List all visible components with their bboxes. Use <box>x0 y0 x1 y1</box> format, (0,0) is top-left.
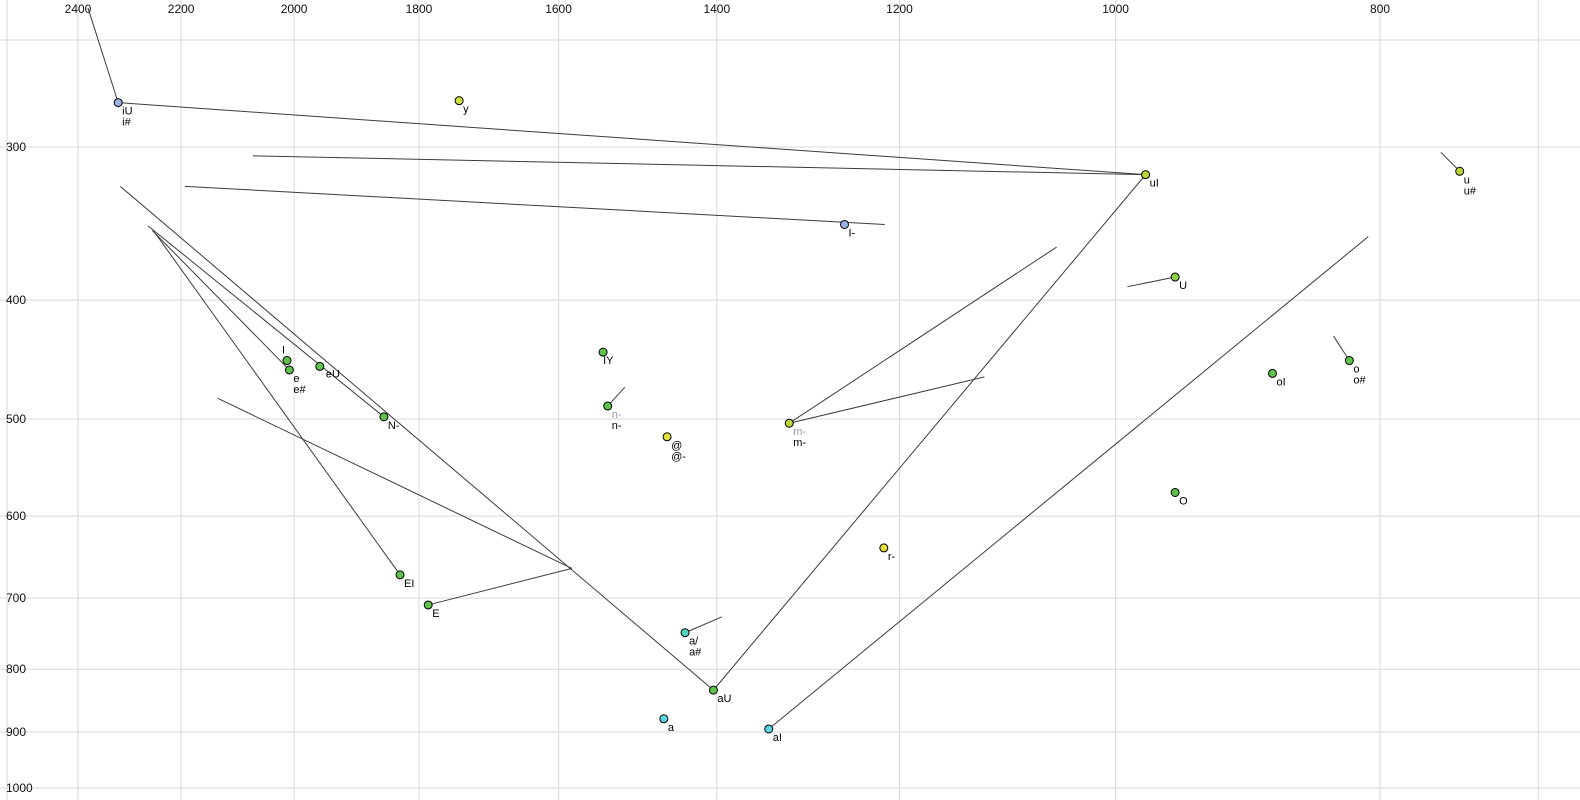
point-label-N--0: N- <box>388 420 400 432</box>
point-@[interactable] <box>662 432 672 442</box>
axis-label-x-1000: 1000 <box>1102 2 1129 16</box>
trajectory-line-15 <box>217 397 573 569</box>
point-label-o-0: o <box>1353 364 1359 376</box>
axis-label-y-500: 500 <box>6 412 26 426</box>
point-r-[interactable] <box>879 543 889 553</box>
trajectory-line-8 <box>788 246 1057 424</box>
axis-label-y-700: 700 <box>6 591 26 605</box>
point-label-uI-0: uI <box>1150 178 1159 190</box>
point-label-a/-0: a/ <box>689 636 699 648</box>
point-label-oI-0: oI <box>1277 376 1286 388</box>
point-y[interactable] <box>454 96 464 106</box>
point-u[interactable] <box>1455 166 1465 176</box>
point-label-y-0: y <box>463 104 469 116</box>
point-label-r--0: r- <box>888 551 896 563</box>
point-label-eU-0: eU <box>326 368 340 380</box>
point-label-I--0: I- <box>849 227 856 239</box>
point-m-[interactable] <box>784 418 794 428</box>
point-a[interactable] <box>659 714 669 724</box>
axis-label-x-1600: 1600 <box>545 2 572 16</box>
point-EI[interactable] <box>395 570 405 580</box>
point-E[interactable] <box>423 600 433 610</box>
axis-label-x-1800: 1800 <box>406 2 433 16</box>
axis-label-y-600: 600 <box>6 509 26 523</box>
point-label-U-0: U <box>1179 280 1187 292</box>
axis-label-x-1400: 1400 <box>703 2 730 16</box>
point-IY[interactable] <box>598 347 608 357</box>
axis-label-x-1200: 1200 <box>886 2 913 16</box>
point-label-EI-0: EI <box>404 578 414 590</box>
trajectory-line-14 <box>428 567 573 606</box>
axis-label-y-400: 400 <box>6 293 26 307</box>
point-O[interactable] <box>1170 487 1180 497</box>
point-label-iU-0: iU <box>122 106 132 118</box>
point-label-u-0: u <box>1464 174 1470 186</box>
axis-label-x-2400: 2400 <box>65 2 92 16</box>
point-label-u-1: u# <box>1464 185 1477 197</box>
trajectory-line-17 <box>684 616 723 634</box>
trajectory-line-2 <box>252 155 1146 176</box>
point-o[interactable] <box>1344 356 1354 366</box>
point-label-aI-0: aI <box>773 732 782 744</box>
point-label-e-0: e <box>293 373 299 385</box>
trajectory-line-10 <box>768 236 1369 730</box>
trajectory-line-9 <box>789 376 985 424</box>
point-label-IY-0: IY <box>603 355 614 367</box>
point-label-a/-1: a# <box>689 647 702 659</box>
point-label-o-1: o# <box>1353 375 1366 387</box>
axis-label-y-800: 800 <box>6 662 26 676</box>
point-label-E-0: E <box>432 608 439 620</box>
trajectory-line-4 <box>119 185 714 691</box>
point-U[interactable] <box>1170 272 1180 282</box>
trajectory-line-7 <box>155 233 401 576</box>
axis-label-y-1000: 1000 <box>6 781 33 795</box>
point-label-n--0: n- <box>612 409 622 421</box>
point-label-m--1: m- <box>793 437 806 449</box>
point-label-iU-1: i# <box>122 117 131 129</box>
point-label-n--1: n- <box>612 420 622 432</box>
point-label-m--0: m- <box>793 426 806 438</box>
trajectory-line-1 <box>118 102 1146 176</box>
point-n-[interactable] <box>603 401 613 411</box>
point-label-O-0: O <box>1179 495 1188 507</box>
trajectory-line-3 <box>184 185 885 225</box>
axis-label-x-2200: 2200 <box>168 2 195 16</box>
trajectory-line-5 <box>147 225 385 418</box>
point-aI[interactable] <box>764 724 774 734</box>
point-label-e-1: e# <box>293 384 306 396</box>
point-label-a-0: a <box>668 722 675 734</box>
axis-label-y-900: 900 <box>6 725 26 739</box>
point-a/[interactable] <box>680 628 690 638</box>
point-e[interactable] <box>284 365 294 375</box>
point-label-I-0: I <box>282 345 285 357</box>
point-uI[interactable] <box>1141 170 1151 180</box>
trajectory-line-0 <box>87 7 119 103</box>
point-I-[interactable] <box>840 219 850 229</box>
point-oI[interactable] <box>1268 368 1278 378</box>
axis-label-x-2000: 2000 <box>281 2 308 16</box>
point-I[interactable] <box>282 356 292 366</box>
axis-label-y-300: 300 <box>6 140 26 154</box>
axis-label-x-800: 800 <box>1370 2 1390 16</box>
point-label-@-1: @- <box>671 451 686 463</box>
point-iU[interactable] <box>113 98 123 108</box>
point-label-aU-0: aU <box>717 693 731 705</box>
trajectory-line-11 <box>713 174 1146 691</box>
trajectory-line-13 <box>1127 276 1176 288</box>
point-aU[interactable] <box>708 685 718 695</box>
point-eU[interactable] <box>315 361 325 371</box>
trajectory-line-12 <box>1333 335 1350 361</box>
point-N-[interactable] <box>379 412 389 422</box>
trajectory-line-6 <box>152 230 290 371</box>
point-label-@-0: @ <box>671 440 682 452</box>
